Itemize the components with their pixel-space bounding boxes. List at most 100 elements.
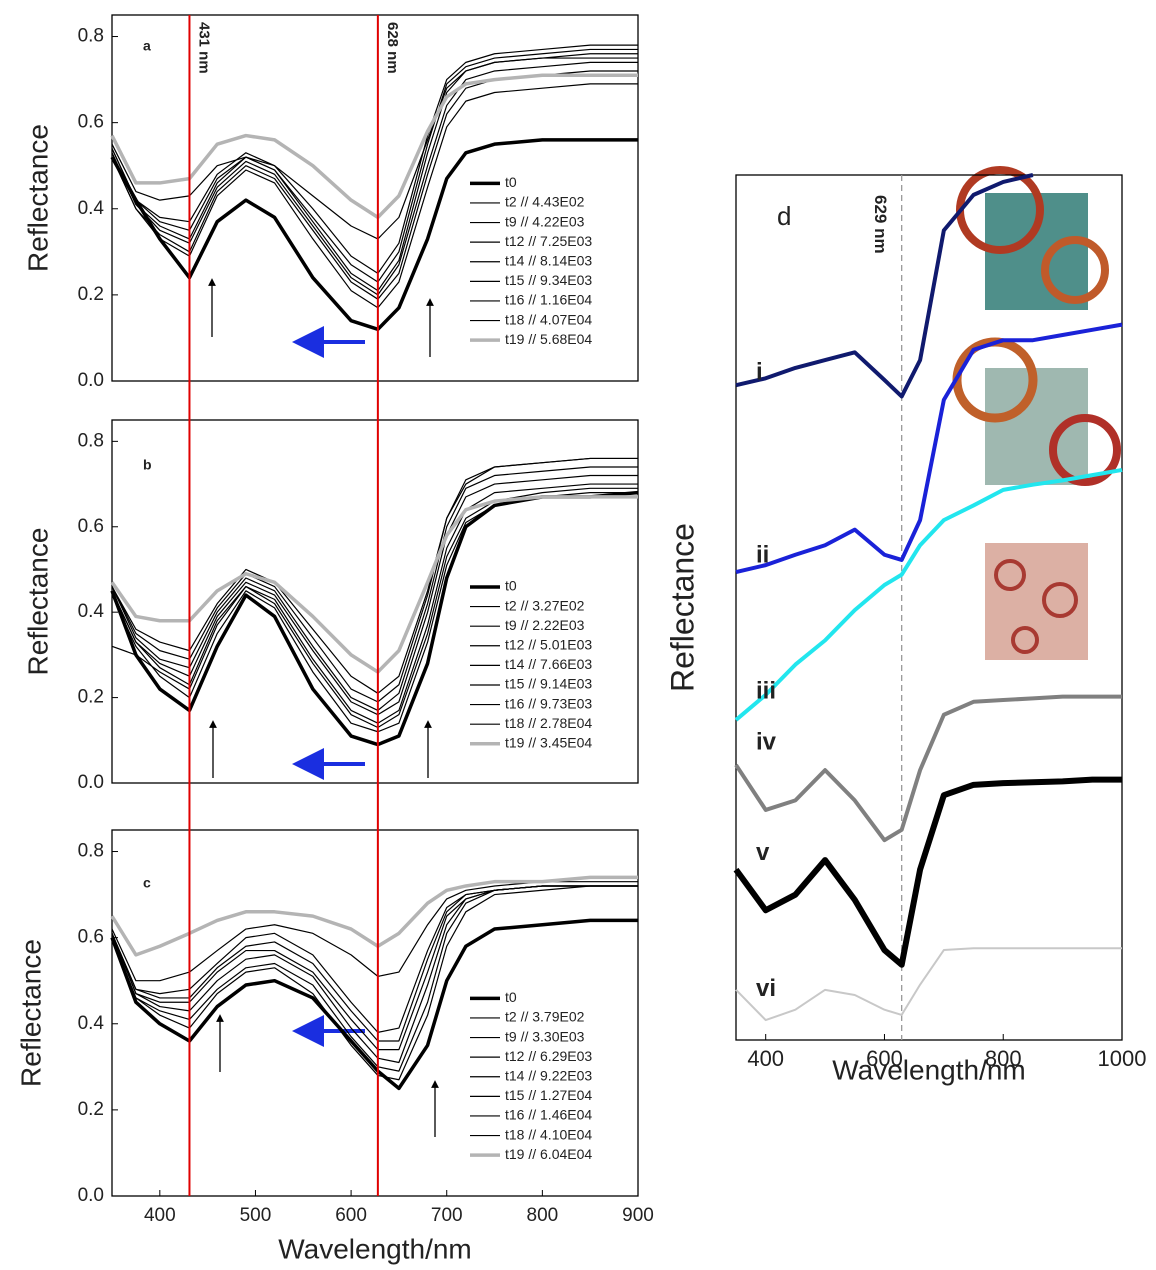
plot-frame xyxy=(111,419,639,784)
x-tick-label: 600 xyxy=(335,1205,367,1226)
data-line xyxy=(111,48,638,283)
data-line xyxy=(111,885,638,1051)
data-line xyxy=(111,53,638,292)
legend-label: t12 // 7.25E03 xyxy=(505,233,592,249)
legend-label: t19 // 6.04E04 xyxy=(505,1146,592,1162)
y-tick-label: 0.2 xyxy=(78,284,104,305)
data-line xyxy=(111,881,638,982)
data-line xyxy=(110,73,638,220)
curve-label: iii xyxy=(756,677,776,704)
x-tick-label: 500 xyxy=(240,1205,272,1226)
legend-label: t18 // 2.78E04 xyxy=(505,715,592,731)
legend-label: t15 // 9.34E03 xyxy=(505,272,592,288)
data-line xyxy=(111,466,638,711)
curve-label: vi xyxy=(756,975,776,1002)
x-tick-label: 800 xyxy=(527,1205,559,1226)
legend-label: t2 // 3.79E02 xyxy=(505,1009,585,1025)
y-axis-label: Reflectance xyxy=(22,528,53,676)
reference-label: 628 nm xyxy=(384,22,401,74)
legend-label: t0 xyxy=(505,174,517,190)
photo-pattern xyxy=(1041,236,1109,304)
data-line xyxy=(111,44,638,274)
data-line xyxy=(111,57,638,240)
data-line xyxy=(111,83,638,309)
y-axis-label: Reflectance xyxy=(22,124,53,272)
data-line xyxy=(734,694,1122,843)
y-tick-label: 0.6 xyxy=(78,927,104,948)
photo-pattern xyxy=(994,559,1026,591)
legend-label: t15 // 9.14E03 xyxy=(505,676,592,692)
photo-pattern xyxy=(1042,582,1078,618)
y-tick-label: 0.6 xyxy=(78,516,104,537)
data-line xyxy=(733,776,1122,968)
y-tick-label: 0.4 xyxy=(78,601,105,622)
legend-label: t19 // 3.45E04 xyxy=(505,734,592,750)
legend-label: t9 // 4.22E03 xyxy=(505,213,585,229)
curve-label: i xyxy=(756,359,763,386)
panel-label: d xyxy=(777,201,791,231)
data-line xyxy=(110,495,638,674)
y-tick-label: 0.4 xyxy=(78,1013,105,1034)
data-line xyxy=(110,918,638,1091)
photo-pattern xyxy=(1011,626,1039,654)
data-line xyxy=(111,492,638,733)
panel-label: b xyxy=(143,457,152,473)
data-line xyxy=(111,61,638,296)
data-line xyxy=(735,947,1122,1022)
x-tick-label: 400 xyxy=(144,1205,176,1226)
plot-frame xyxy=(111,14,639,382)
data-line xyxy=(110,875,638,957)
y-tick-label: 0.2 xyxy=(78,687,104,708)
sample-photos xyxy=(952,166,1121,660)
legend-label: t16 // 9.73E03 xyxy=(505,695,592,711)
legend-label: t14 // 7.66E03 xyxy=(505,656,592,672)
y-tick-label: 0.8 xyxy=(78,430,104,451)
plot-frame xyxy=(735,174,1123,1041)
legend-label: t14 // 9.22E03 xyxy=(505,1067,592,1083)
reference-label: 431 nm xyxy=(195,22,212,74)
panel-label: a xyxy=(143,38,151,54)
legend-label: t16 // 1.16E04 xyxy=(505,292,592,308)
legend-label: t18 // 4.07E04 xyxy=(505,311,592,327)
legend-label: t14 // 8.14E03 xyxy=(505,252,592,268)
y-tick-label: 0.8 xyxy=(78,26,104,47)
data-line xyxy=(734,467,1123,722)
y-tick-label: 0.4 xyxy=(78,198,105,219)
data-line xyxy=(111,457,638,703)
arrows xyxy=(208,278,439,1137)
photo-pattern xyxy=(1049,414,1121,486)
data-line xyxy=(735,322,1123,574)
data-line xyxy=(110,138,638,332)
data-line xyxy=(111,885,638,1072)
data-line xyxy=(735,173,1034,399)
y-tick-label: 0.0 xyxy=(78,772,104,793)
curve-label: v xyxy=(756,839,770,866)
legend-label: t2 // 4.43E02 xyxy=(505,194,585,210)
curve-label: iv xyxy=(756,728,777,755)
y-axis-label: Reflectance xyxy=(15,939,46,1087)
legend-label: t12 // 6.29E03 xyxy=(505,1048,592,1064)
legend-label: t12 // 5.01E03 xyxy=(505,636,592,652)
y-tick-label: 0.8 xyxy=(78,841,104,862)
data-line xyxy=(111,885,638,1081)
y-axis-label: Reflectance xyxy=(664,523,700,692)
plot-frame xyxy=(111,829,639,1197)
legend-label: t18 // 4.10E04 xyxy=(505,1126,592,1142)
y-tick-label: 0.0 xyxy=(78,370,104,391)
x-tick-label: 900 xyxy=(622,1205,654,1226)
legend-label: t9 // 3.30E03 xyxy=(505,1028,585,1044)
panel-label: c xyxy=(143,875,151,891)
x-tick-label: 400 xyxy=(747,1046,784,1071)
x-axis-label: Wavelength/nm xyxy=(278,1233,472,1264)
data-line xyxy=(111,483,638,724)
legend-label: t0 xyxy=(505,578,517,594)
y-tick-label: 0.6 xyxy=(78,112,104,133)
data-line xyxy=(111,474,638,716)
legend-label: t2 // 3.27E02 xyxy=(505,597,585,613)
x-tick-label: 700 xyxy=(431,1205,463,1226)
x-tick-label: 800 xyxy=(985,1046,1022,1071)
legend-label: t19 // 5.68E04 xyxy=(505,331,592,347)
legend-label: t16 // 1.46E04 xyxy=(505,1107,592,1123)
x-axis-label: Wavelength/nm xyxy=(832,1054,1026,1085)
